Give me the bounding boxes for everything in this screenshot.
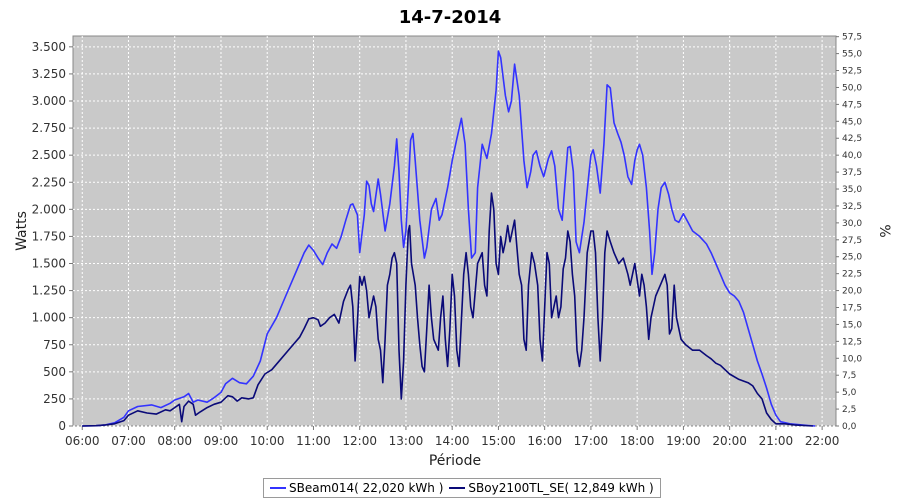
legend-swatch-sbeam <box>270 487 286 489</box>
chart-title: 14-7-2014 <box>399 7 502 28</box>
y-tick-label: 2.250 <box>32 175 66 189</box>
y2-tick-label: 42,5 <box>842 134 862 144</box>
y-tick-label: 250 <box>43 392 66 406</box>
y2-tick-label: 35,0 <box>842 185 862 195</box>
series-line-0 <box>82 50 816 427</box>
x-tick-label: 08:00 <box>157 434 192 448</box>
y2-tick-label: 17,5 <box>842 304 862 314</box>
legend-label-sboy: SBoy2100TL_SE( 12,849 kWh ) <box>468 481 654 495</box>
x-axis: 06:00 07:00 08:00 09:00 10:00 11:00 12:00 13:00… <box>65 426 839 448</box>
y2-tick-label: 45,0 <box>842 117 862 127</box>
y2-tick-label: 50,0 <box>842 83 862 93</box>
x-tick-label: 13:00 <box>389 434 424 448</box>
x-tick-label: 17:00 <box>574 434 609 448</box>
y2-axis: 0,0 2,5 5,0 7,5 10,0 12,5 15,0 17,5 20,0 22,5 25,0… <box>836 33 862 432</box>
y-tick-label: 3.250 <box>32 67 66 81</box>
y2-tick-label: 30,0 <box>842 219 862 229</box>
x-tick-label: 14:00 <box>435 434 470 448</box>
y-tick-label: 2.000 <box>32 202 66 216</box>
x-tick-label: 09:00 <box>204 434 239 448</box>
legend-item-sbeam: SBeam014( 22,020 kWh ) <box>270 481 443 495</box>
y2-tick-label: 25,0 <box>842 253 862 263</box>
y-tick-label: 750 <box>43 338 66 352</box>
y2-tick-label: 57,5 <box>842 33 862 43</box>
y2-tick-label: 47,5 <box>842 100 862 110</box>
x-tick-label: 21:00 <box>759 434 794 448</box>
legend-item-sboy: SBoy2100TL_SE( 12,849 kWh ) <box>449 481 654 495</box>
x-tick-label: 18:00 <box>620 434 655 448</box>
y2-tick-label: 7,5 <box>842 371 856 381</box>
x-tick-label: 07:00 <box>111 434 146 448</box>
y2-tick-label: 5,0 <box>842 388 857 398</box>
y2-tick-label: 55,0 <box>842 50 862 60</box>
x-tick-label: 16:00 <box>527 434 562 448</box>
y-tick-label: 0 <box>58 419 66 433</box>
y-axis: 0 250 500 750 1.000 1.250 1.500 1.750 2.000 2.250… <box>32 40 73 433</box>
y2-tick-label: 40,0 <box>842 151 862 161</box>
series-lines <box>82 50 816 427</box>
y2-tick-label: 10,0 <box>842 354 862 364</box>
x-tick-label: 20:00 <box>712 434 747 448</box>
y-tick-label: 1.000 <box>32 311 66 325</box>
y2-tick-label: 37,5 <box>842 168 862 178</box>
y-tick-label: 1.500 <box>32 257 66 271</box>
y-tick-label: 2.750 <box>32 121 66 135</box>
y2-tick-label: 0,0 <box>842 422 857 432</box>
x-axis-title: Période <box>429 453 481 469</box>
y2-tick-label: 12,5 <box>842 337 862 347</box>
y-axis-title: Watts <box>14 211 30 251</box>
y-tick-label: 500 <box>43 365 66 379</box>
legend-swatch-sboy <box>449 487 466 489</box>
x-tick-label: 15:00 <box>481 434 516 448</box>
y2-tick-label: 22,5 <box>842 270 862 280</box>
y2-axis-title: % <box>876 224 892 237</box>
legend: SBeam014( 22,020 kWh ) SBoy2100TL_SE( 12… <box>263 478 661 498</box>
x-tick-label: 06:00 <box>65 434 100 448</box>
y-tick-label: 1.750 <box>32 229 66 243</box>
x-tick-label: 19:00 <box>666 434 701 448</box>
y2-tick-label: 27,5 <box>842 236 862 246</box>
x-tick-label: 12:00 <box>342 434 377 448</box>
y2-tick-label: 32,5 <box>842 202 862 212</box>
series-line-1 <box>82 192 813 427</box>
grid <box>73 36 836 427</box>
y2-tick-label: 20,0 <box>842 287 862 297</box>
legend-label-sbeam: SBeam014( 22,020 kWh ) <box>289 481 444 495</box>
y2-tick-label: 52,5 <box>842 67 862 77</box>
y-tick-label: 1.250 <box>32 284 66 298</box>
x-tick-label: 22:00 <box>805 434 840 448</box>
x-tick-label: 11:00 <box>296 434 331 448</box>
y2-tick-label: 2,5 <box>842 405 856 415</box>
x-tick-label: 10:00 <box>250 434 285 448</box>
y-tick-label: 3.500 <box>32 40 66 54</box>
y-tick-label: 2.500 <box>32 148 66 162</box>
y-tick-label: 3.000 <box>32 94 66 108</box>
y2-tick-label: 15,0 <box>842 320 862 330</box>
